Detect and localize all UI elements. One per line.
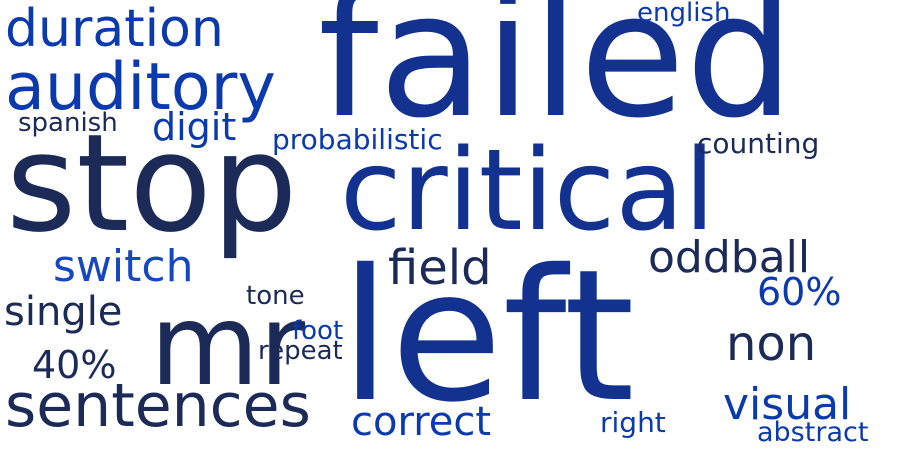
word-english: english bbox=[637, 0, 731, 28]
word-field: field bbox=[388, 240, 492, 296]
word-stop: stop bbox=[6, 105, 298, 262]
word-foot: foot bbox=[292, 316, 344, 346]
word-single: single bbox=[4, 289, 123, 335]
word-oddball: oddball bbox=[648, 232, 811, 283]
word-failed: failed bbox=[318, 0, 795, 156]
word-sentences: sentences bbox=[5, 371, 311, 441]
word-tone: tone bbox=[246, 281, 305, 311]
word-left: left bbox=[340, 230, 635, 442]
word-duration: duration bbox=[5, 0, 224, 59]
word-abstract: abstract bbox=[757, 417, 869, 448]
word-digit: digit bbox=[152, 105, 237, 149]
word-auditory: auditory bbox=[5, 50, 276, 125]
word-critical: critical bbox=[340, 126, 716, 256]
word-switch: switch bbox=[53, 241, 194, 292]
word-mr: mr bbox=[150, 281, 306, 411]
word-non: non bbox=[726, 316, 817, 372]
word-visual: visual bbox=[723, 379, 852, 430]
word-60-percent: 60% bbox=[757, 270, 842, 314]
word-correct: correct bbox=[351, 399, 492, 445]
word-spanish: spanish bbox=[18, 108, 118, 138]
word-repeat: repeat bbox=[258, 336, 343, 366]
word-right: right bbox=[600, 406, 666, 439]
word-40-percent: 40% bbox=[32, 343, 117, 387]
word-probabilistic: probabilistic bbox=[272, 123, 443, 156]
word-counting: counting bbox=[697, 127, 820, 160]
